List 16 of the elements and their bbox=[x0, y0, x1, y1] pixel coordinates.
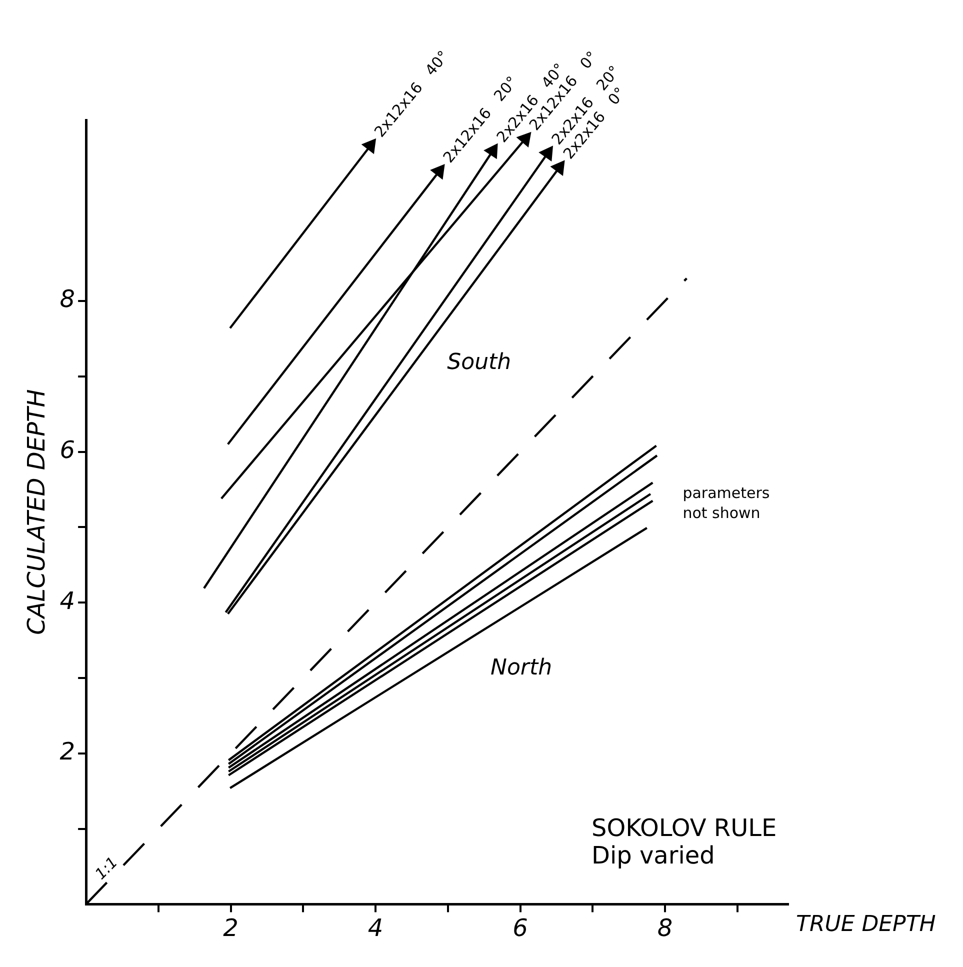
x-tick-label: 6 bbox=[512, 914, 528, 942]
y-tick-label: 6 bbox=[60, 436, 76, 464]
y-tick-label: 4 bbox=[60, 586, 76, 615]
x-tick-label: 2 bbox=[223, 914, 238, 942]
x-tick-label: 4 bbox=[368, 914, 384, 942]
annotation: Dip varied bbox=[591, 841, 715, 870]
x-tick-label: 8 bbox=[657, 914, 673, 942]
y-axis-title: CALCULATED DEPTH bbox=[22, 389, 51, 635]
annotation: parameters not shown bbox=[682, 484, 770, 522]
x-axis-title: TRUE DEPTH bbox=[796, 912, 936, 937]
y-tick-label: 2 bbox=[60, 738, 76, 766]
annotation: SOKOLOV RULE bbox=[591, 814, 777, 842]
y-tick-label: 8 bbox=[60, 285, 76, 314]
annotation: 1:1 bbox=[91, 853, 122, 884]
annotation: South bbox=[447, 350, 512, 375]
annotation: North bbox=[490, 656, 552, 681]
